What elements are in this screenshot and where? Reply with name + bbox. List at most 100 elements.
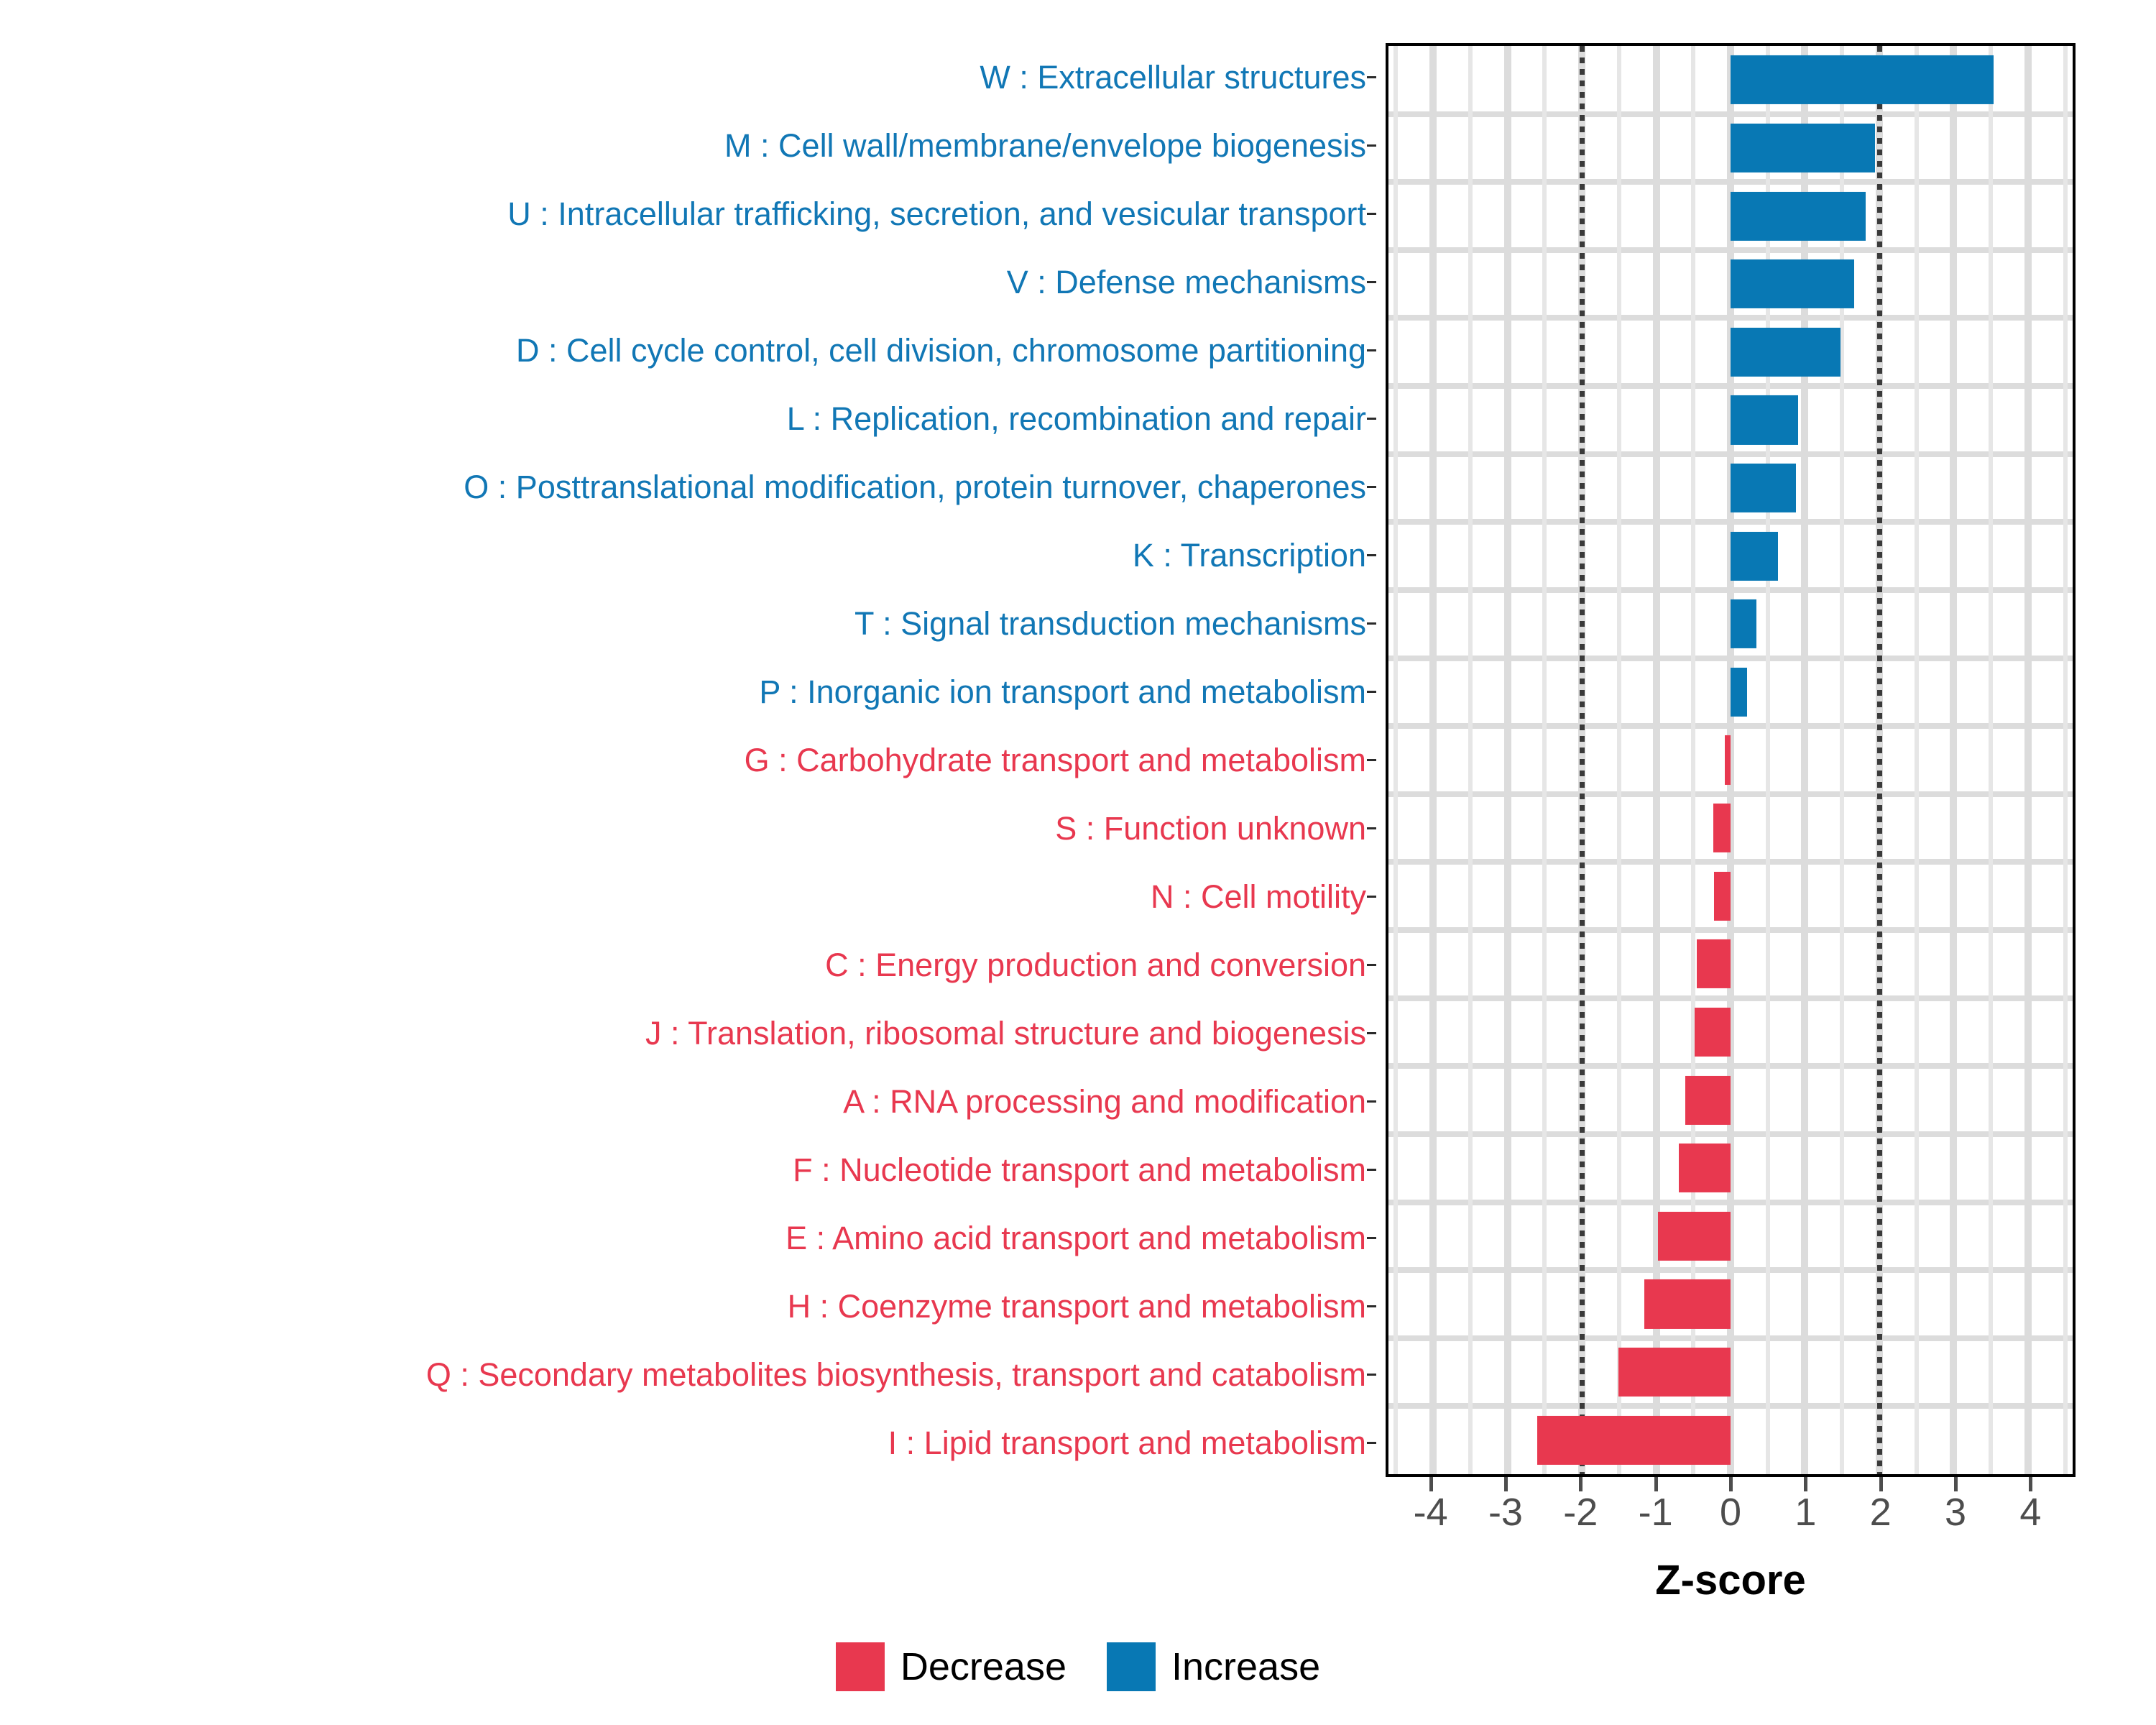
vertical-gridline: [1468, 46, 1473, 1474]
category-label-row: H : Coenzyme transport and metabolism: [0, 1272, 1376, 1340]
x-axis-tick-label: 3: [1945, 1491, 1967, 1534]
vertical-gridline: [1989, 46, 1994, 1474]
y-axis-tick: [1367, 1100, 1376, 1103]
vertical-gridline: [1503, 46, 1511, 1474]
bar[interactable]: [1731, 667, 1747, 717]
category-label-row: G : Carbohydrate transport and metabolis…: [0, 726, 1376, 794]
vertical-gridline: [1765, 46, 1770, 1474]
bar[interactable]: [1731, 191, 1866, 241]
threshold-line: [1876, 46, 1882, 1474]
bar[interactable]: [1657, 1211, 1731, 1261]
y-axis-tick: [1367, 827, 1376, 829]
category-label: K : Transcription: [1132, 537, 1366, 574]
bar-row: [1388, 1202, 2073, 1271]
bar[interactable]: [1731, 259, 1854, 309]
y-axis-tick: [1367, 622, 1376, 625]
y-axis-tick: [1367, 1374, 1376, 1376]
y-axis-tick: [1367, 964, 1376, 966]
y-axis-tick: [1367, 213, 1376, 215]
y-axis-tick: [1367, 554, 1376, 556]
x-axis: -4 -3 -2 -1 0 1 2 3 4: [1386, 1477, 2076, 1563]
legend-item[interactable]: Decrease: [835, 1642, 1067, 1691]
bar[interactable]: [1697, 939, 1731, 989]
bar-row: [1388, 1406, 2073, 1474]
bar[interactable]: [1695, 1007, 1731, 1057]
y-axis-tick: [1367, 418, 1376, 420]
bar-row: [1388, 1270, 2073, 1338]
y-axis-tick: [1367, 1032, 1376, 1034]
bar[interactable]: [1537, 1415, 1731, 1465]
category-label: O : Posttranslational modification, prot…: [464, 469, 1366, 505]
category-label: C : Energy production and conversion: [825, 947, 1366, 983]
category-label-row: A : RNA processing and modification: [0, 1067, 1376, 1136]
category-label: I : Lipid transport and metabolism: [888, 1425, 1366, 1461]
y-axis-tick: [1367, 691, 1376, 693]
bar-row: [1388, 318, 2073, 386]
bar-row: [1388, 1066, 2073, 1134]
vertical-gridline: [2024, 46, 2032, 1474]
bar[interactable]: [1714, 871, 1731, 921]
category-axis-labels: W : Extracellular structures M : Cell wal…: [0, 43, 1376, 1477]
category-label: L : Replication, recombination and repai…: [786, 400, 1366, 437]
category-label: E : Amino acid transport and metabolism: [786, 1220, 1366, 1256]
legend-label: Increase: [1171, 1645, 1321, 1688]
legend-swatch: [835, 1642, 885, 1691]
category-label: A : RNA processing and modification: [843, 1083, 1366, 1120]
category-label: T : Signal transduction mechanisms: [854, 605, 1366, 642]
category-label: H : Coenzyme transport and metabolism: [787, 1288, 1366, 1325]
y-axis-tick: [1367, 1305, 1376, 1307]
category-label: U : Intracellular trafficking, secretion…: [507, 196, 1366, 232]
category-label-row: J : Translation, ribosomal structure and…: [0, 999, 1376, 1067]
bar[interactable]: [1731, 55, 1994, 105]
bar-row: [1388, 454, 2073, 523]
category-label-row: E : Amino acid transport and metabolism: [0, 1204, 1376, 1272]
bar-row: [1388, 658, 2073, 727]
bar[interactable]: [1678, 1144, 1731, 1193]
category-label: W : Extracellular structures: [980, 59, 1366, 96]
bar[interactable]: [1731, 327, 1841, 377]
category-label: F : Nucleotide transport and metabolism: [793, 1151, 1366, 1188]
bar-row: [1388, 1134, 2073, 1202]
bar[interactable]: [1685, 1075, 1731, 1125]
category-label-row: P : Inorganic ion transport and metaboli…: [0, 658, 1376, 726]
bar[interactable]: [1713, 804, 1731, 853]
category-label: V : Defense mechanisms: [1006, 264, 1366, 300]
category-label-row: M : Cell wall/membrane/envelope biogenes…: [0, 111, 1376, 180]
bar[interactable]: [1731, 531, 1779, 581]
bar[interactable]: [1731, 395, 1799, 445]
bar-row: [1388, 114, 2073, 183]
category-label-row: V : Defense mechanisms: [0, 248, 1376, 316]
vertical-gridline: [1652, 46, 1660, 1474]
y-axis-tick: [1367, 281, 1376, 283]
bar-row: [1388, 182, 2073, 250]
vertical-gridline: [1727, 46, 1734, 1474]
category-label-row: L : Replication, recombination and repai…: [0, 385, 1376, 453]
x-axis-tick-label: -3: [1488, 1491, 1523, 1534]
bar[interactable]: [1618, 1347, 1731, 1397]
category-label-row: D : Cell cycle control, cell division, c…: [0, 316, 1376, 385]
vertical-gridline: [1691, 46, 1696, 1474]
category-label-row: F : Nucleotide transport and metabolism: [0, 1136, 1376, 1204]
bar[interactable]: [1724, 735, 1731, 785]
x-axis-tick-label: 1: [1795, 1491, 1817, 1534]
category-label-row: T : Signal transduction mechanisms: [0, 589, 1376, 658]
x-axis-tick-label: 2: [1869, 1491, 1892, 1534]
x-axis-tick: [1579, 1477, 1583, 1491]
threshold-line: [1580, 46, 1585, 1474]
x-axis-tick: [1503, 1477, 1508, 1491]
legend-item[interactable]: Increase: [1106, 1642, 1321, 1691]
x-axis-tick-label: 4: [2019, 1491, 2042, 1534]
bar[interactable]: [1731, 123, 1875, 172]
vertical-gridline: [1840, 46, 1845, 1474]
y-axis-tick: [1367, 759, 1376, 761]
category-label: S : Function unknown: [1055, 810, 1366, 847]
y-axis-tick: [1367, 896, 1376, 898]
bar[interactable]: [1731, 463, 1797, 513]
bar[interactable]: [1731, 599, 1757, 649]
bar[interactable]: [1644, 1279, 1731, 1329]
x-axis-tick: [1429, 1477, 1433, 1491]
x-axis-tick-label: -2: [1563, 1491, 1598, 1534]
x-axis-tick: [1654, 1477, 1658, 1491]
bar-row: [1388, 250, 2073, 318]
